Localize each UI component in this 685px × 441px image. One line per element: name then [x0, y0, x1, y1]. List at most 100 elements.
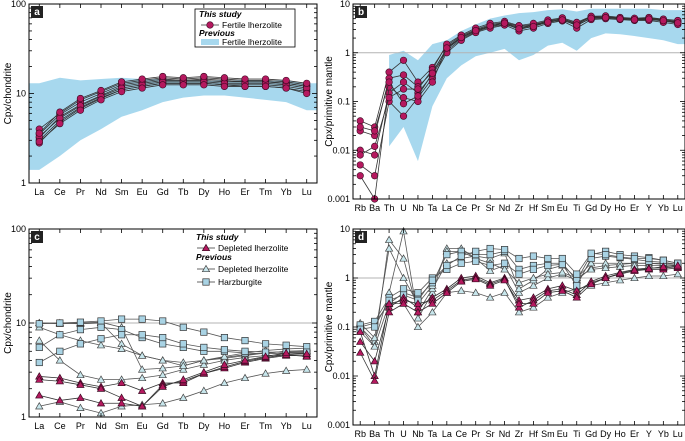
depleted-previous-point [659, 271, 668, 280]
this-study-point [544, 18, 552, 26]
x-tick-label: Ta [428, 203, 438, 213]
x-tick-label: Pr [471, 429, 480, 439]
x-tick-label: Yb [281, 187, 292, 197]
this-study-point [442, 288, 452, 296]
harzburgite-point [56, 331, 64, 339]
y-tick-label: 10 [340, 224, 350, 234]
this-study-point [303, 79, 311, 87]
this-study-point [200, 72, 208, 81]
harzburgite-point [529, 252, 537, 260]
this-study-point [282, 84, 290, 92]
this-study-point [56, 120, 64, 128]
depleted-previous-point [500, 288, 509, 296]
this-study-point [302, 349, 311, 357]
this-study-point [399, 112, 408, 120]
panel-a: 1 10 100 La Ce Pr Nd Sm Eu Gd Tb Dy Ho Er Tm Yb Lu Cpx/ch… [3, 0, 318, 197]
panel-label-box [355, 231, 367, 243]
harzburgite-point [501, 259, 509, 267]
depleted-previous-point [158, 363, 167, 372]
this-study-point [137, 386, 147, 394]
depleted-previous-point [55, 356, 65, 364]
this-study-point [384, 307, 394, 316]
this-study-point [370, 376, 379, 384]
this-study-point [199, 367, 209, 376]
x-tick-label: La [34, 187, 44, 197]
x-tick-label: Nd [499, 429, 511, 439]
panel-label-box [355, 6, 367, 18]
x-tick-label: Yb [281, 421, 292, 431]
panel-label: a [34, 7, 40, 18]
legend-item-this-study: Fertile lherzolite [222, 20, 282, 30]
y-tick-label: 10 [340, 0, 350, 9]
this-study-point [138, 84, 146, 92]
previous-band [389, 8, 685, 162]
this-study-point [385, 78, 393, 86]
x-tick-label: Yb [658, 429, 669, 439]
depleted-previous-point [457, 286, 466, 294]
panel-c: 1 10 100 La Ce Pr Nd Sm Eu Gd Tb Dy Ho Er Tm Yb Lu Cpx/ch… [3, 224, 318, 431]
this-study-point [371, 127, 379, 135]
x-tick-label: Lu [673, 429, 683, 439]
harzburgite-point [616, 253, 624, 261]
y-axis-label: Cpx/primitive mantle [324, 56, 335, 147]
x-tick-label: Nb [412, 429, 424, 439]
harzburgite-point [159, 317, 167, 325]
this-study-point [261, 75, 270, 83]
x-tick-label: Pr [76, 187, 85, 197]
x-tick-label: Ba [369, 203, 380, 213]
depleted-previous-point [514, 307, 524, 316]
x-tick-label: Eu [557, 429, 568, 439]
harzburgite-point [241, 337, 249, 345]
depleted-previous-point [137, 351, 147, 359]
this-study-point [220, 74, 229, 82]
y-tick-label: 0.1 [337, 97, 350, 107]
depleted-previous-point [543, 269, 553, 278]
x-tick-label: Y [646, 429, 652, 439]
x-tick-label: Nd [499, 203, 511, 213]
this-study-point [543, 288, 553, 296]
depleted-previous-point [158, 398, 167, 407]
this-study-point [303, 89, 311, 98]
legend-title-previous: Previous [196, 252, 232, 262]
depleted-previous-point [158, 370, 167, 379]
x-tick-label: Th [384, 429, 395, 439]
this-study-point [76, 393, 85, 401]
depleted-previous-point [199, 386, 209, 394]
this-study-point [414, 92, 422, 100]
this-study-point [457, 277, 466, 285]
this-study-point [76, 380, 85, 388]
depleted-previous-point [615, 275, 625, 284]
harzburgite-point [262, 340, 270, 348]
depleted-previous-point [35, 401, 44, 410]
this-study-point [96, 384, 106, 392]
this-study-point [443, 44, 451, 52]
this-study-point [573, 21, 581, 29]
this-study-point [281, 348, 291, 357]
this-study-point [56, 108, 64, 116]
depleted-previous-point [370, 342, 379, 350]
depleted-previous-point [558, 268, 567, 276]
this-study-point [356, 123, 364, 131]
x-tick-label: Eu [137, 187, 148, 197]
x-tick-label: La [442, 203, 452, 213]
legend-title-previous: Previous [199, 28, 235, 38]
depleted-previous-point [35, 336, 44, 344]
this-study-line [39, 352, 307, 407]
harzburgite-point [602, 251, 610, 259]
x-tick-label: Zr [515, 429, 524, 439]
y-tick-label: 100 [11, 224, 26, 234]
depleted-previous-point [485, 293, 495, 301]
this-study-point [159, 72, 167, 81]
harzburgite-point [457, 252, 465, 260]
x-tick-label: Ce [456, 203, 468, 213]
harzburgite-point [443, 261, 451, 270]
depleted-previous-point [281, 366, 291, 374]
y-axis-label: Cpx/primitive mantle [324, 281, 335, 372]
this-study-point [55, 396, 65, 404]
x-tick-label: Dy [198, 421, 209, 431]
legend-marker-harzburgite [202, 278, 210, 286]
this-study-point [399, 100, 408, 108]
harzburgite-point [414, 289, 422, 297]
y-axis-label: Cpx/chondrite [3, 62, 14, 124]
